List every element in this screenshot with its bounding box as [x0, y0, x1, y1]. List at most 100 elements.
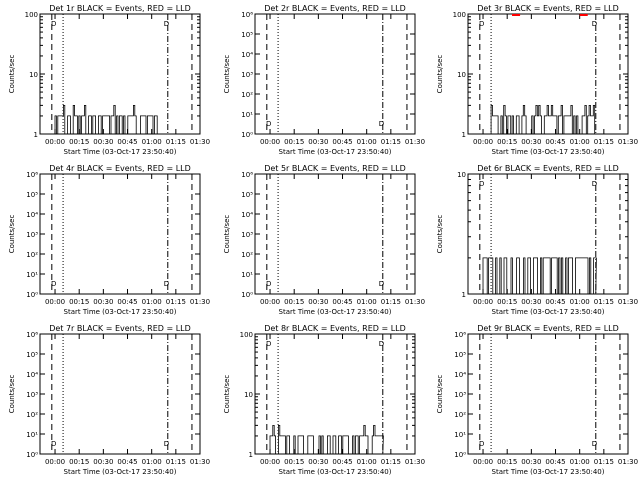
y-tick-label: 10⁴ — [454, 371, 466, 379]
plot-frame — [467, 333, 629, 455]
y-tick-label: 10 — [457, 171, 466, 179]
panel-9: Det 9r BLACK = Events, RED = LLD 10⁰ 10¹ 10… — [436, 324, 638, 476]
x-tick-label: 00:15 — [284, 138, 304, 146]
x-tick-label: 00:15 — [497, 458, 517, 466]
x-tick-label: 01:00 — [357, 138, 377, 146]
x-tick-label: 01:15 — [166, 138, 186, 146]
x-tick-label: 00:30 — [93, 138, 113, 146]
y-tick-label: 10³ — [241, 231, 253, 239]
y-tick-label: 10⁴ — [26, 371, 38, 379]
events-series-events — [490, 105, 597, 135]
y-axis-label: Counts/sec — [223, 55, 231, 94]
plot-frame — [254, 13, 416, 135]
panel-title: Det 8r BLACK = Events, RED = LLD — [264, 324, 406, 333]
x-tick-label: 00:15 — [497, 138, 517, 146]
y-tick-label: 10⁶ — [454, 331, 466, 339]
x-tick-label: 01:00 — [357, 298, 377, 306]
x-axis-label: Start Time (03-Oct-17 23:50:40) — [279, 468, 392, 476]
y-tick-label: 1 — [462, 291, 466, 299]
y-tick-label: 100 — [453, 11, 466, 19]
y-axis-label: Counts/sec — [223, 215, 231, 254]
x-tick-label: 00:15 — [284, 298, 304, 306]
x-tick-label: 01:30 — [618, 298, 638, 306]
y-tick-label: 10³ — [26, 391, 38, 399]
x-tick-label: 00:30 — [521, 138, 541, 146]
events-series-events — [54, 105, 169, 135]
annotation-label: D — [592, 20, 597, 28]
x-tick-label: 01:15 — [381, 298, 401, 306]
x-tick-label: 00:15 — [284, 458, 304, 466]
x-tick-label: 01:30 — [405, 298, 425, 306]
x-tick-label: 01:00 — [570, 458, 590, 466]
x-tick-label: 01:00 — [570, 298, 590, 306]
y-tick-label: 10⁵ — [241, 191, 253, 199]
x-tick-label: 01:15 — [594, 138, 614, 146]
x-tick-label: 01:15 — [166, 298, 186, 306]
panel-title: Det 9r BLACK = Events, RED = LLD — [477, 324, 619, 333]
plot-frame — [467, 173, 629, 295]
y-tick-label: 10³ — [454, 391, 466, 399]
x-tick-label: 00:45 — [117, 458, 137, 466]
y-tick-label: 10⁵ — [26, 191, 38, 199]
x-axis-label: Start Time (03-Oct-17 23:50:40) — [64, 148, 177, 156]
x-tick-label: 00:00 — [45, 138, 65, 146]
x-tick-label: 00:30 — [93, 298, 113, 306]
x-tick-label: 01:15 — [166, 458, 186, 466]
y-tick-label: 10⁵ — [26, 351, 38, 359]
y-tick-label: 10² — [454, 411, 466, 419]
plot-frame — [254, 173, 416, 295]
y-tick-label: 10 — [457, 71, 466, 79]
annotation-label: D — [592, 180, 597, 188]
x-tick-label: 01:30 — [190, 138, 210, 146]
plot-frame — [467, 13, 629, 135]
y-tick-label: 1 — [462, 131, 466, 139]
x-tick-label: 01:00 — [570, 138, 590, 146]
y-tick-label: 10⁰ — [241, 291, 253, 299]
panel-title: Det 5r BLACK = Events, RED = LLD — [264, 164, 406, 173]
annotation-label: D — [51, 280, 56, 288]
x-axis-label: Start Time (03-Oct-17 23:50:40) — [492, 468, 605, 476]
y-tick-label: 10² — [241, 251, 253, 259]
x-tick-label: 00:30 — [521, 298, 541, 306]
panel-title: Det 6r BLACK = Events, RED = LLD — [477, 164, 619, 173]
x-tick-label: 00:45 — [117, 298, 137, 306]
x-axis-label: Start Time (03-Oct-17 23:50:40) — [64, 308, 177, 316]
panel-7: Det 7r BLACK = Events, RED = LLD 10⁰ 10¹ 10… — [8, 324, 210, 476]
annotation-label: D — [379, 120, 384, 128]
annotation-label: D — [164, 280, 169, 288]
x-tick-label: 00:30 — [308, 138, 328, 146]
y-tick-label: 10 — [244, 391, 253, 399]
y-tick-label: 10⁵ — [241, 31, 253, 39]
annotation-label: D — [164, 20, 169, 28]
x-tick-label: 00:45 — [545, 458, 565, 466]
x-tick-label: 01:00 — [142, 298, 162, 306]
y-tick-label: 100 — [240, 331, 253, 339]
annotation-label: D — [164, 440, 169, 448]
x-tick-label: 01:30 — [618, 458, 638, 466]
y-tick-label: 10¹ — [26, 431, 38, 439]
x-tick-label: 01:15 — [594, 298, 614, 306]
x-tick-label: 01:15 — [381, 458, 401, 466]
y-tick-label: 1 — [34, 131, 38, 139]
y-tick-label: 10⁶ — [26, 331, 38, 339]
annotation-label: D — [479, 180, 484, 188]
annotation-label: D — [379, 340, 384, 348]
x-tick-label: 00:15 — [69, 298, 89, 306]
panel-1: Det 1r BLACK = Events, RED = LLD 1 10 100 Co… — [8, 4, 210, 156]
panel-title: Det 7r BLACK = Events, RED = LLD — [49, 324, 191, 333]
y-tick-label: 10³ — [26, 231, 38, 239]
y-tick-label: 10⁰ — [26, 451, 38, 459]
y-axis-label: Counts/sec — [8, 55, 16, 94]
events-series-events — [482, 257, 597, 295]
annotation-label: D — [379, 280, 384, 288]
x-tick-label: 00:15 — [69, 138, 89, 146]
y-tick-label: 10² — [26, 411, 38, 419]
annotation-label: D — [51, 440, 56, 448]
y-tick-label: 10¹ — [241, 271, 253, 279]
x-tick-label: 00:00 — [260, 298, 280, 306]
y-tick-label: 10² — [26, 251, 38, 259]
y-tick-label: 10⁴ — [241, 51, 253, 59]
x-axis-label: Start Time (03-Oct-17 23:50:40) — [492, 148, 605, 156]
y-tick-label: 10⁵ — [454, 351, 466, 359]
